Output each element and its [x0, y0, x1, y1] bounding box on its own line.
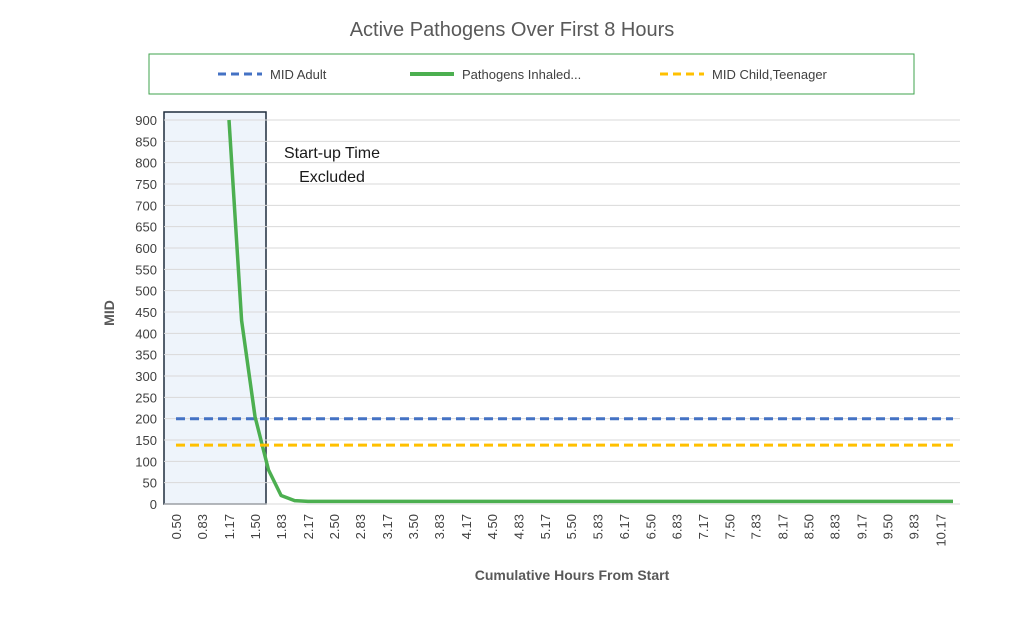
y-tick-label: 800 — [135, 156, 157, 171]
x-axis: 0.50 0.83 1.17 1.50 1.83 2.17 2.50 2.83 3.17 3.50… — [169, 514, 948, 547]
x-tick-label: 4.50 — [485, 514, 500, 539]
y-tick-label: 350 — [135, 348, 157, 363]
startup-annotation-text: Start-up Time Excluded — [284, 145, 380, 186]
y-tick-label: 700 — [135, 198, 157, 213]
legend-label: MID Adult — [270, 67, 327, 82]
x-tick-label: 5.17 — [538, 514, 553, 539]
y-tick-label: 850 — [135, 134, 157, 149]
x-tick-label: 9.17 — [854, 514, 869, 539]
x-tick-label: 8.17 — [775, 514, 790, 539]
gridlines — [164, 119, 960, 505]
x-tick-label: 3.50 — [406, 514, 421, 539]
x-tick-label: 2.17 — [301, 514, 316, 539]
legend-label: MID Child,Teenager — [712, 67, 828, 82]
legend: MID Adult Pathogens Inhaled... MID Child,T… — [148, 53, 915, 95]
x-tick-label: 1.50 — [248, 514, 263, 539]
x-tick-label: 0.83 — [195, 514, 210, 539]
legend-box — [148, 53, 915, 95]
y-tick-label: 750 — [135, 177, 157, 192]
x-tick-label: 7.50 — [722, 514, 737, 539]
y-tick-label: 450 — [135, 305, 157, 320]
x-tick-label: 8.50 — [801, 514, 816, 539]
y-tick-label: 250 — [135, 390, 157, 405]
y-tick-label: 0 — [150, 497, 157, 512]
y-tick-label: 50 — [143, 476, 157, 491]
chart-title: Active Pathogens Over First 8 Hours — [350, 19, 675, 41]
x-tick-label: 6.50 — [643, 514, 658, 539]
y-tick-label: 650 — [135, 220, 157, 235]
x-tick-label: 5.83 — [590, 514, 605, 539]
y-tick-label: 550 — [135, 262, 157, 277]
x-tick-label: 9.50 — [880, 514, 895, 539]
series — [176, 119, 953, 504]
x-tick-label: 10.17 — [933, 514, 948, 547]
x-tick-label: 3.83 — [432, 514, 447, 539]
x-tick-label: 4.83 — [511, 514, 526, 539]
y-tick-label: 200 — [135, 412, 157, 427]
x-tick-label: 8.83 — [827, 514, 842, 539]
x-tick-label: 2.83 — [353, 514, 368, 539]
annotation-line: Start-up Time — [284, 145, 380, 162]
x-tick-label: 6.17 — [617, 514, 632, 539]
x-tick-label: 4.17 — [459, 514, 474, 539]
y-axis-title: MID — [101, 300, 117, 326]
x-tick-label: 3.17 — [380, 514, 395, 539]
y-tick-label: 400 — [135, 326, 157, 341]
annotation-line: Excluded — [299, 169, 365, 186]
x-tick-label: 7.83 — [748, 514, 763, 539]
y-tick-label: 500 — [135, 284, 157, 299]
x-tick-label: 1.83 — [274, 514, 289, 539]
x-tick-label: 1.17 — [222, 514, 237, 539]
series-line-1 — [227, 119, 953, 504]
x-tick-label: 5.50 — [564, 514, 579, 539]
x-tick-label: 7.17 — [696, 514, 711, 539]
x-axis-title: Cumulative Hours From Start — [475, 567, 670, 583]
x-tick-label: 6.83 — [669, 514, 684, 539]
legend-label: Pathogens Inhaled... — [462, 67, 581, 82]
y-tick-label: 100 — [135, 454, 157, 469]
y-tick-label: 600 — [135, 241, 157, 256]
y-tick-label: 900 — [135, 113, 157, 128]
x-tick-label: 9.83 — [906, 514, 921, 539]
y-tick-label: 150 — [135, 433, 157, 448]
y-axis: 0 50 100 150 200 250 300 350 400 450 500 550 600 650 7… — [135, 113, 157, 512]
y-tick-label: 300 — [135, 369, 157, 384]
x-tick-label: 0.50 — [169, 514, 184, 539]
x-tick-label: 2.50 — [327, 514, 342, 539]
